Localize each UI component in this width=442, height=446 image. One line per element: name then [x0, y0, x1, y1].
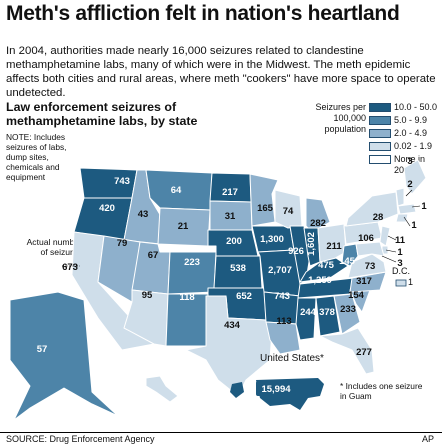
state-value-tn: 1,259: [308, 275, 332, 286]
state-GA: [333, 293, 361, 335]
us-total-box: [256, 381, 296, 396]
state-value-mn: 165: [257, 203, 274, 214]
state-value-fl: 277: [356, 347, 372, 358]
state-value-de: 1: [397, 247, 403, 258]
legend-item: 0.02 - 1.9: [369, 141, 432, 152]
dc-label: D.C. 1: [392, 266, 413, 288]
state-value-ak: 57: [37, 344, 48, 355]
dc-name: D.C.: [392, 266, 410, 276]
state-value-ny: 28: [373, 212, 384, 223]
state-IN: [303, 227, 321, 267]
legend-item: 5.0 - 9.9: [369, 115, 427, 126]
state-value-ct: 1: [411, 220, 417, 231]
state-MI: [305, 197, 331, 233]
legend-swatch: [369, 116, 391, 126]
legend-item: 10.0 - 50.0: [369, 102, 437, 113]
state-AL: [315, 295, 341, 337]
footer: SOURCE: Drug Enforcement Agency AP: [0, 432, 442, 446]
state-value-wy: 21: [178, 221, 189, 232]
state-value-mt: 64: [171, 185, 182, 196]
state-value-ca: 673: [62, 262, 78, 273]
state-value-az: 95: [142, 290, 153, 301]
state-value-id: 43: [138, 209, 149, 220]
intro-text: In 2004, authorities made nearly 16,000 …: [6, 45, 436, 99]
state-MD: [355, 241, 385, 257]
map-legend: Seizures per 100,000 population 10.0 - 5…: [296, 100, 438, 192]
state-VA: [347, 253, 387, 279]
northeast-leaders: [381, 189, 421, 263]
state-value-ok: 652: [236, 291, 252, 302]
map-subtitle: Law enforcement seizures of methamphetam…: [6, 100, 198, 128]
state-value-wv: 145: [339, 256, 356, 267]
dc-value: 1: [408, 277, 414, 287]
state-OH: [317, 223, 347, 263]
state-MN: [249, 173, 279, 227]
state-value-ga: 233: [340, 304, 356, 315]
us-total-value: 15,994: [261, 384, 291, 395]
state-value-ia: 1,300: [260, 234, 284, 245]
state-KY: [299, 257, 349, 283]
state-value-ut: 67: [148, 250, 159, 261]
us-total-label: United States*: [260, 353, 324, 364]
state-value-nv: 79: [117, 238, 128, 249]
state-value-co: 223: [184, 257, 200, 268]
legend-item: 2.0 - 4.9: [369, 128, 427, 139]
legend-swatch: [369, 155, 391, 165]
state-FL: [319, 327, 375, 375]
state-value-tx: 434: [224, 320, 241, 331]
us-inset-ak: [230, 382, 244, 398]
state-value-or: 420: [99, 203, 115, 214]
state-HI: [145, 375, 179, 403]
state-value-mo: 2,707: [268, 265, 292, 276]
state-value-nd: 217: [222, 187, 238, 198]
dc-swatch: [395, 279, 407, 287]
state-value-sd: 31: [225, 211, 236, 222]
legend-swatch: [369, 103, 391, 113]
page-title: Meth's affliction felt in nation's heart…: [6, 2, 400, 25]
state-value-md: 3: [397, 258, 402, 269]
map-note: NOTE: Includes seizures of labs, dump si…: [6, 132, 67, 182]
state-VT: [395, 187, 405, 207]
state-value-ar: 743: [274, 291, 290, 302]
credit-text: AP: [421, 434, 434, 444]
state-CT: [395, 213, 409, 223]
state-WV: [341, 243, 359, 267]
state-value-vt: 2: [407, 179, 412, 190]
guam-note: * Includes one seizure in Guam: [340, 381, 423, 401]
state-value-nc: 317: [356, 276, 372, 287]
state-value-ks: 538: [230, 263, 246, 274]
us-inset: 15,994: [230, 378, 324, 410]
state-value-sc: 154: [348, 290, 365, 301]
state-value-il: 926: [288, 246, 304, 257]
state-value-la: 113: [276, 316, 291, 327]
state-MA: [397, 203, 417, 215]
state-value-wi: 74: [283, 206, 294, 217]
state-value-al: 378: [319, 307, 335, 318]
state-value-ne: 200: [226, 236, 242, 247]
state-value-ky: 475: [318, 260, 335, 271]
state-value-mi: 282: [310, 218, 326, 229]
state-value-labels: 7434206734379642167952231182173120053865…: [37, 156, 428, 358]
state-value-oh: 211: [326, 241, 342, 252]
legend-swatch: [369, 129, 391, 139]
legend-title: Seizures per 100,000 population: [315, 102, 366, 134]
state-value-ms: 244: [300, 307, 317, 318]
state-LA: [265, 321, 301, 355]
state-AK: [9, 291, 119, 421]
legend-swatch: [369, 142, 391, 152]
state-value-me: 3: [407, 156, 412, 167]
state-ME: [403, 159, 427, 195]
state-value-nm: 118: [179, 292, 194, 303]
source-text: SOURCE: Drug Enforcement Agency: [6, 434, 155, 444]
state-MS: [295, 297, 317, 341]
state-value-pa: 106: [358, 233, 374, 244]
state-value-in: 1,602: [306, 232, 317, 256]
state-TX: [185, 295, 273, 397]
actual-seizures-label: Actual number of seizures: [26, 237, 82, 257]
state-value-nj: 11: [395, 235, 406, 246]
state-value-wa: 743: [114, 176, 130, 187]
state-value-ma: 1: [421, 201, 427, 212]
state-value-va: 73: [365, 261, 376, 272]
